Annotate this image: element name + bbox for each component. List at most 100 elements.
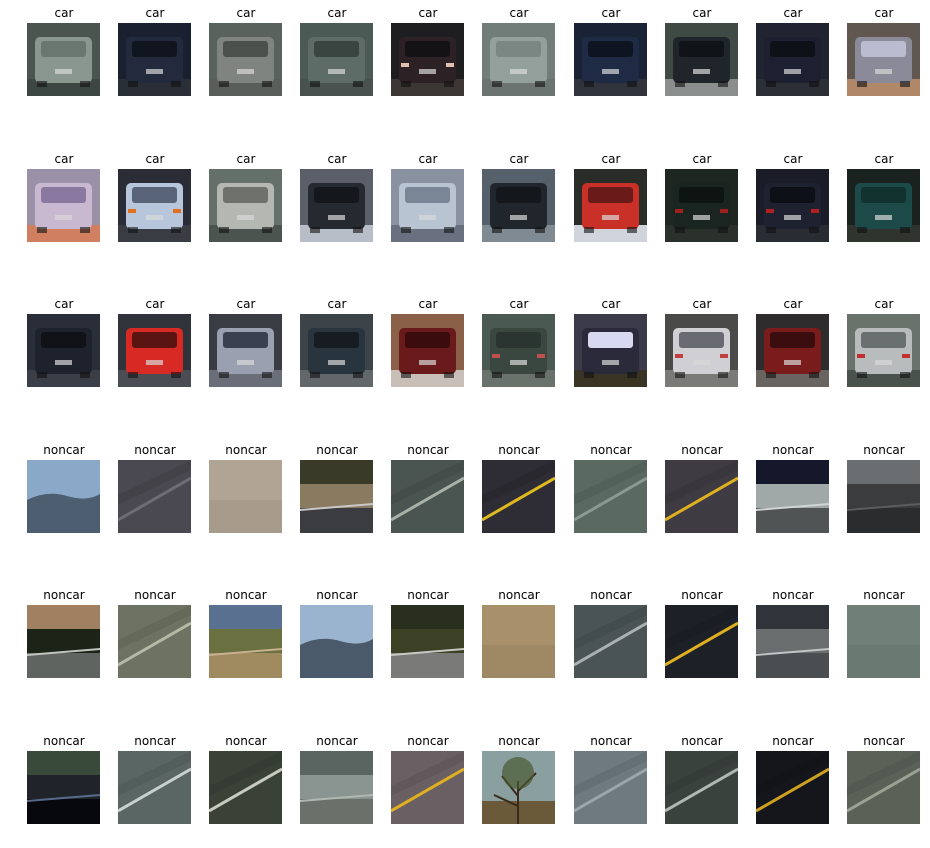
cell-label: car bbox=[601, 297, 621, 311]
cell-label: noncar bbox=[498, 588, 540, 602]
cell-label: car bbox=[54, 6, 74, 20]
thumbnail-image bbox=[665, 23, 738, 96]
cell-label: car bbox=[783, 152, 803, 166]
cell-label: car bbox=[54, 297, 74, 311]
car-thumbnail bbox=[300, 314, 373, 387]
car-thumbnail bbox=[27, 169, 100, 242]
grid-cell: car bbox=[118, 151, 192, 242]
cell-label: noncar bbox=[772, 734, 814, 748]
thumbnail-image bbox=[482, 605, 555, 678]
cell-label: noncar bbox=[863, 588, 905, 602]
cell-label: car bbox=[874, 6, 894, 20]
grid-cell: noncar bbox=[482, 733, 556, 824]
noncar-thumbnail bbox=[118, 605, 191, 678]
grid-cell: noncar bbox=[27, 587, 101, 678]
car-thumbnail bbox=[482, 314, 555, 387]
grid-cell: noncar bbox=[665, 442, 739, 533]
cell-label: noncar bbox=[316, 588, 358, 602]
thumbnail-image bbox=[209, 314, 282, 387]
noncar-thumbnail bbox=[300, 605, 373, 678]
car-thumbnail bbox=[209, 169, 282, 242]
car-thumbnail bbox=[847, 314, 920, 387]
cell-label: noncar bbox=[407, 443, 449, 457]
grid-cell: car bbox=[300, 151, 374, 242]
thumbnail-image bbox=[482, 460, 555, 533]
thumbnail-image bbox=[118, 23, 191, 96]
grid-cell: noncar bbox=[574, 587, 648, 678]
cell-label: car bbox=[509, 152, 529, 166]
car-thumbnail bbox=[209, 23, 282, 96]
cell-label: noncar bbox=[498, 734, 540, 748]
car-thumbnail bbox=[574, 23, 647, 96]
cell-label: car bbox=[601, 152, 621, 166]
car-thumbnail bbox=[756, 23, 829, 96]
grid-cell: noncar bbox=[209, 587, 283, 678]
noncar-thumbnail bbox=[27, 460, 100, 533]
cell-label: car bbox=[874, 297, 894, 311]
thumbnail-image bbox=[665, 751, 738, 824]
thumbnail-image bbox=[482, 314, 555, 387]
cell-label: noncar bbox=[681, 443, 723, 457]
grid-cell: car bbox=[118, 296, 192, 387]
thumbnail-image bbox=[209, 605, 282, 678]
noncar-thumbnail bbox=[756, 460, 829, 533]
thumbnail-image bbox=[847, 169, 920, 242]
noncar-thumbnail bbox=[391, 605, 464, 678]
car-thumbnail bbox=[665, 169, 738, 242]
grid-cell: car bbox=[391, 296, 465, 387]
noncar-thumbnail bbox=[574, 605, 647, 678]
car-thumbnail bbox=[118, 169, 191, 242]
car-thumbnail bbox=[574, 314, 647, 387]
thumbnail-image bbox=[27, 23, 100, 96]
thumbnail-image bbox=[118, 169, 191, 242]
car-thumbnail bbox=[391, 169, 464, 242]
noncar-thumbnail bbox=[300, 460, 373, 533]
cell-label: noncar bbox=[863, 734, 905, 748]
grid-cell: car bbox=[391, 151, 465, 242]
grid-cell: car bbox=[756, 151, 830, 242]
grid-cell: car bbox=[209, 296, 283, 387]
grid-cell: car bbox=[756, 5, 830, 96]
cell-label: noncar bbox=[772, 443, 814, 457]
noncar-thumbnail bbox=[391, 751, 464, 824]
cell-label: noncar bbox=[590, 443, 632, 457]
thumbnail-image bbox=[756, 314, 829, 387]
grid-cell: noncar bbox=[574, 733, 648, 824]
thumbnail-image bbox=[118, 314, 191, 387]
cell-label: car bbox=[54, 152, 74, 166]
cell-label: car bbox=[327, 297, 347, 311]
thumbnail-image bbox=[574, 23, 647, 96]
thumbnail-image bbox=[482, 169, 555, 242]
grid-cell: noncar bbox=[665, 733, 739, 824]
grid-cell: noncar bbox=[756, 442, 830, 533]
thumbnail-image bbox=[118, 460, 191, 533]
grid-cell: car bbox=[756, 296, 830, 387]
grid-cell: car bbox=[665, 151, 739, 242]
thumbnail-image bbox=[665, 169, 738, 242]
grid-cell: car bbox=[482, 5, 556, 96]
grid-cell: car bbox=[482, 151, 556, 242]
thumbnail-image bbox=[391, 169, 464, 242]
noncar-thumbnail bbox=[574, 460, 647, 533]
grid-cell: car bbox=[300, 296, 374, 387]
thumbnail-image bbox=[118, 605, 191, 678]
grid-cell: car bbox=[665, 5, 739, 96]
grid-cell: noncar bbox=[27, 733, 101, 824]
cell-label: noncar bbox=[43, 588, 85, 602]
cell-label: car bbox=[509, 297, 529, 311]
grid-cell: car bbox=[574, 5, 648, 96]
cell-label: car bbox=[418, 297, 438, 311]
cell-label: noncar bbox=[225, 443, 267, 457]
thumbnail-image bbox=[300, 23, 373, 96]
grid-cell: car bbox=[209, 5, 283, 96]
noncar-thumbnail bbox=[300, 751, 373, 824]
thumbnail-image bbox=[300, 169, 373, 242]
cell-label: noncar bbox=[407, 588, 449, 602]
thumbnail-image bbox=[847, 23, 920, 96]
thumbnail-image bbox=[391, 751, 464, 824]
grid-cell: noncar bbox=[300, 733, 374, 824]
grid-cell: car bbox=[847, 296, 921, 387]
cell-label: noncar bbox=[407, 734, 449, 748]
grid-cell: noncar bbox=[300, 587, 374, 678]
noncar-thumbnail bbox=[209, 460, 282, 533]
